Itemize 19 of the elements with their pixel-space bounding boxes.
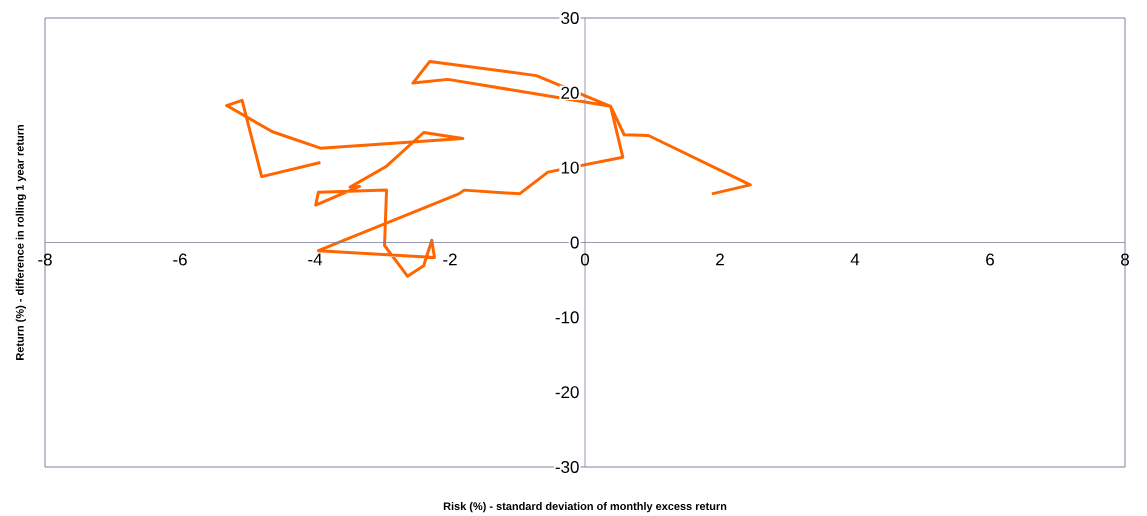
y-tick-label: 20 <box>561 86 579 99</box>
x-tick-label: -8 <box>38 253 52 266</box>
x-tick-label: 6 <box>986 253 994 266</box>
y-tick-label: 30 <box>561 12 579 24</box>
y-tick-label: 10 <box>561 161 579 174</box>
x-axis-title: Risk (%) - standard deviation of monthly excess return <box>443 502 727 513</box>
x-tick-label: 2 <box>716 253 724 266</box>
x-tick-label: -4 <box>308 253 323 266</box>
x-tick-label: -2 <box>443 253 457 266</box>
line-series <box>225 59 752 278</box>
x-tick-label: 4 <box>850 253 860 266</box>
y-tick-label: 0 <box>570 236 579 249</box>
y-axis-title: Return (%) - difference in rolling 1 year return <box>15 125 26 360</box>
x-tick-label: 8 <box>1121 253 1129 266</box>
y-tick-label: -10 <box>555 311 579 324</box>
y-tick-label: -30 <box>555 461 579 473</box>
y-tick-label: -20 <box>555 386 579 399</box>
x-tick-label: -6 <box>173 253 187 266</box>
x-tick-label: 0 <box>580 253 590 266</box>
